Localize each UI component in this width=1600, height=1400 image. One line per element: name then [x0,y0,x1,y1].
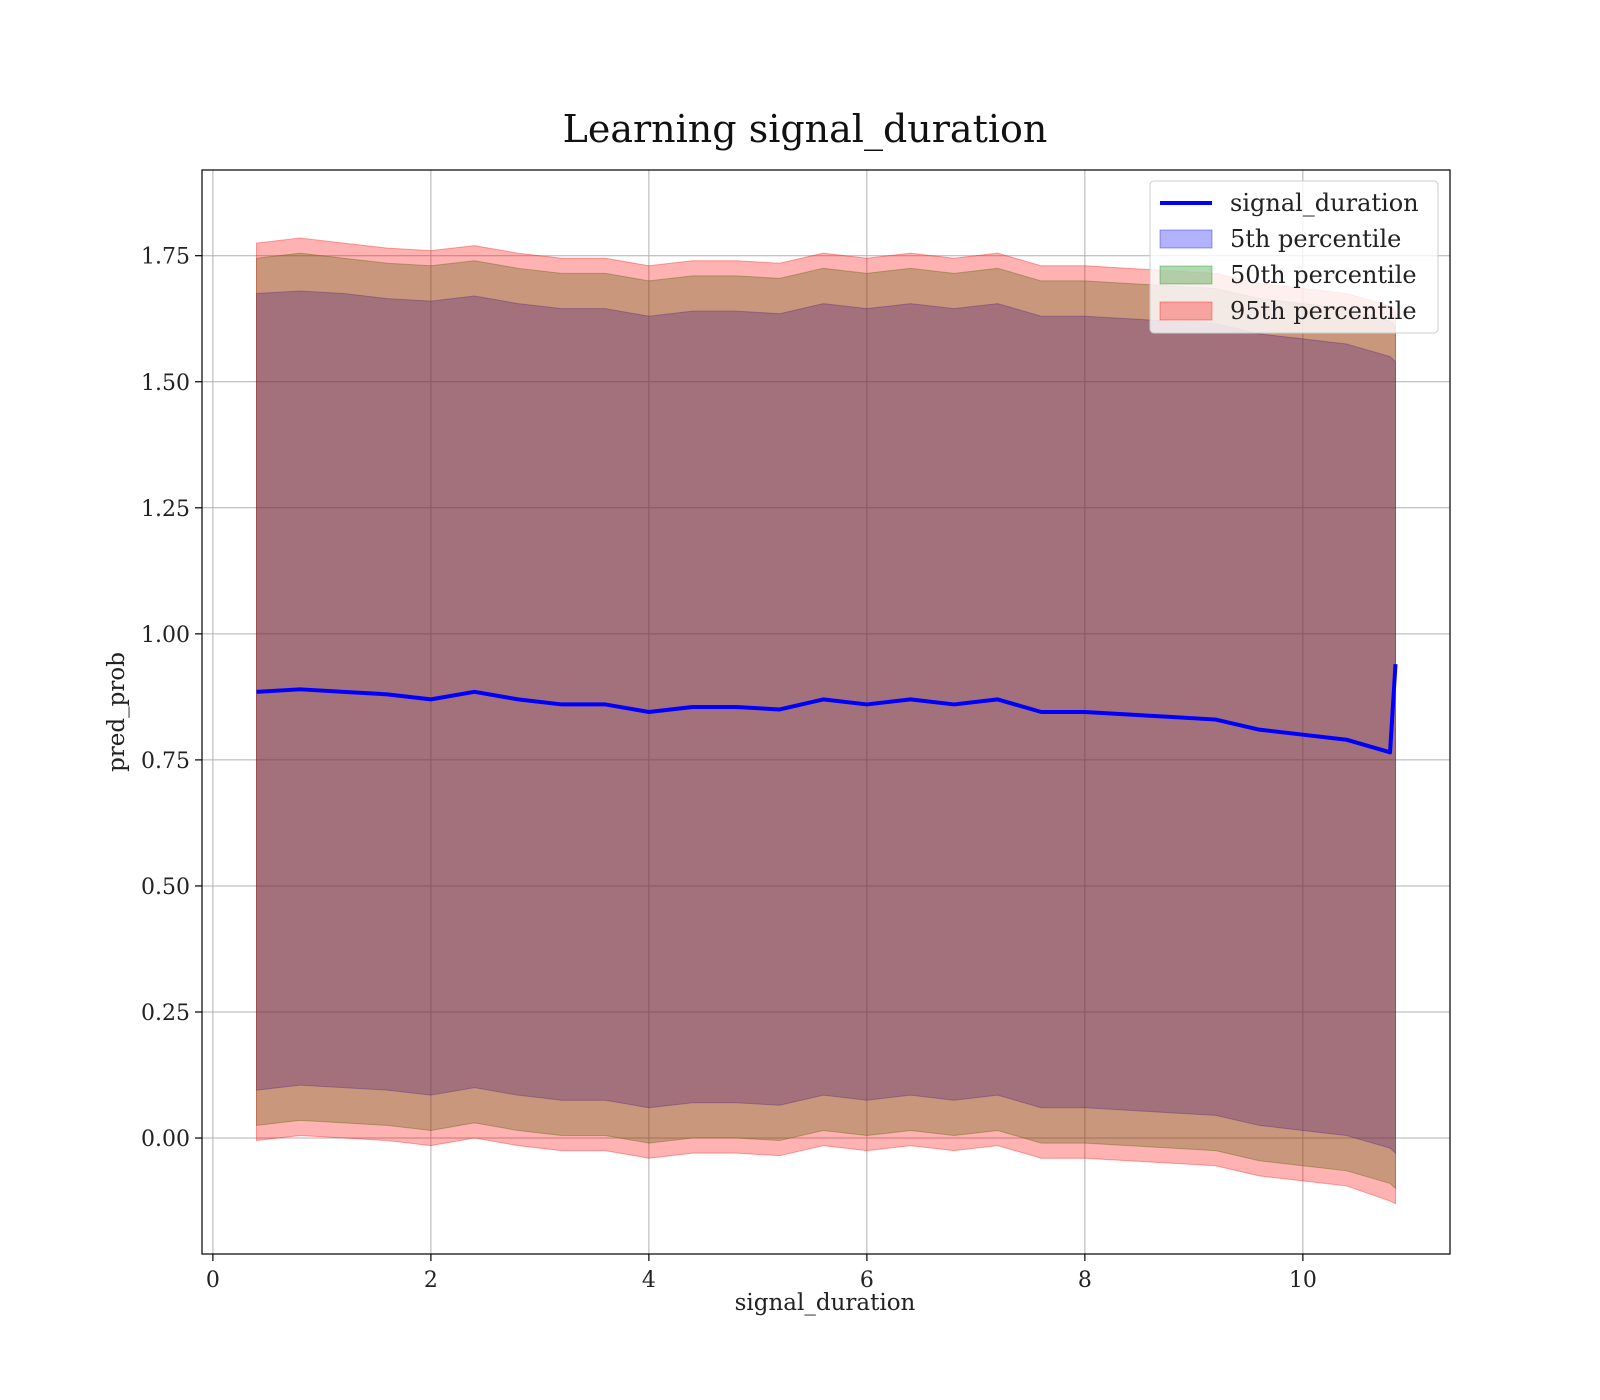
legend-swatch-band [1159,301,1213,321]
legend: signal_duration 5th percentile 50th percen… [1149,180,1439,334]
legend-entry: signal_duration [1230,189,1419,217]
legend-entry: 5th percentile [1230,225,1401,253]
percentile-bands [255,237,1396,1205]
x-tick-label: 4 [642,1268,656,1293]
series-lines [256,663,1398,755]
x-tick-label: 0 [206,1268,220,1293]
chart-title: Learning signal_duration [563,107,1048,152]
band-5th-percentile [255,290,1396,1155]
x-axis-label: signal_duration [735,1290,916,1316]
x-tick-label: 8 [1078,1268,1092,1293]
band-95th-percentile [255,237,1396,1205]
legend-swatch-band [1159,229,1213,249]
legend-swatch-band [1159,265,1213,285]
x-tick-label: 10 [1289,1268,1317,1293]
legend-entry: 95th percentile [1230,297,1417,325]
y-axis-label: pred_prob [104,652,130,772]
x-axis: 0 2 4 6 8 10 [206,1254,1317,1293]
y-axis: 0.00 0.25 0.50 0.75 1.00 1.25 1.50 1.75 [141,245,202,1152]
line-signal_duration [256,663,1398,755]
y-tick-label: 1.00 [141,623,190,648]
x-tick-label: 6 [860,1268,874,1293]
legend-entry: 50th percentile [1230,261,1417,289]
y-tick-label: 1.75 [141,245,190,270]
y-tick-label: 1.50 [141,371,190,396]
y-tick-label: 0.00 [141,1127,190,1152]
y-tick-label: 0.25 [141,1001,190,1026]
band-50th-percentile [255,252,1396,1190]
y-tick-label: 0.50 [141,875,190,900]
legend-box [1149,180,1439,334]
x-tick-label: 2 [424,1268,438,1293]
y-tick-label: 0.75 [141,749,190,774]
plot-frame [201,169,1451,1255]
y-tick-label: 1.25 [141,497,190,522]
